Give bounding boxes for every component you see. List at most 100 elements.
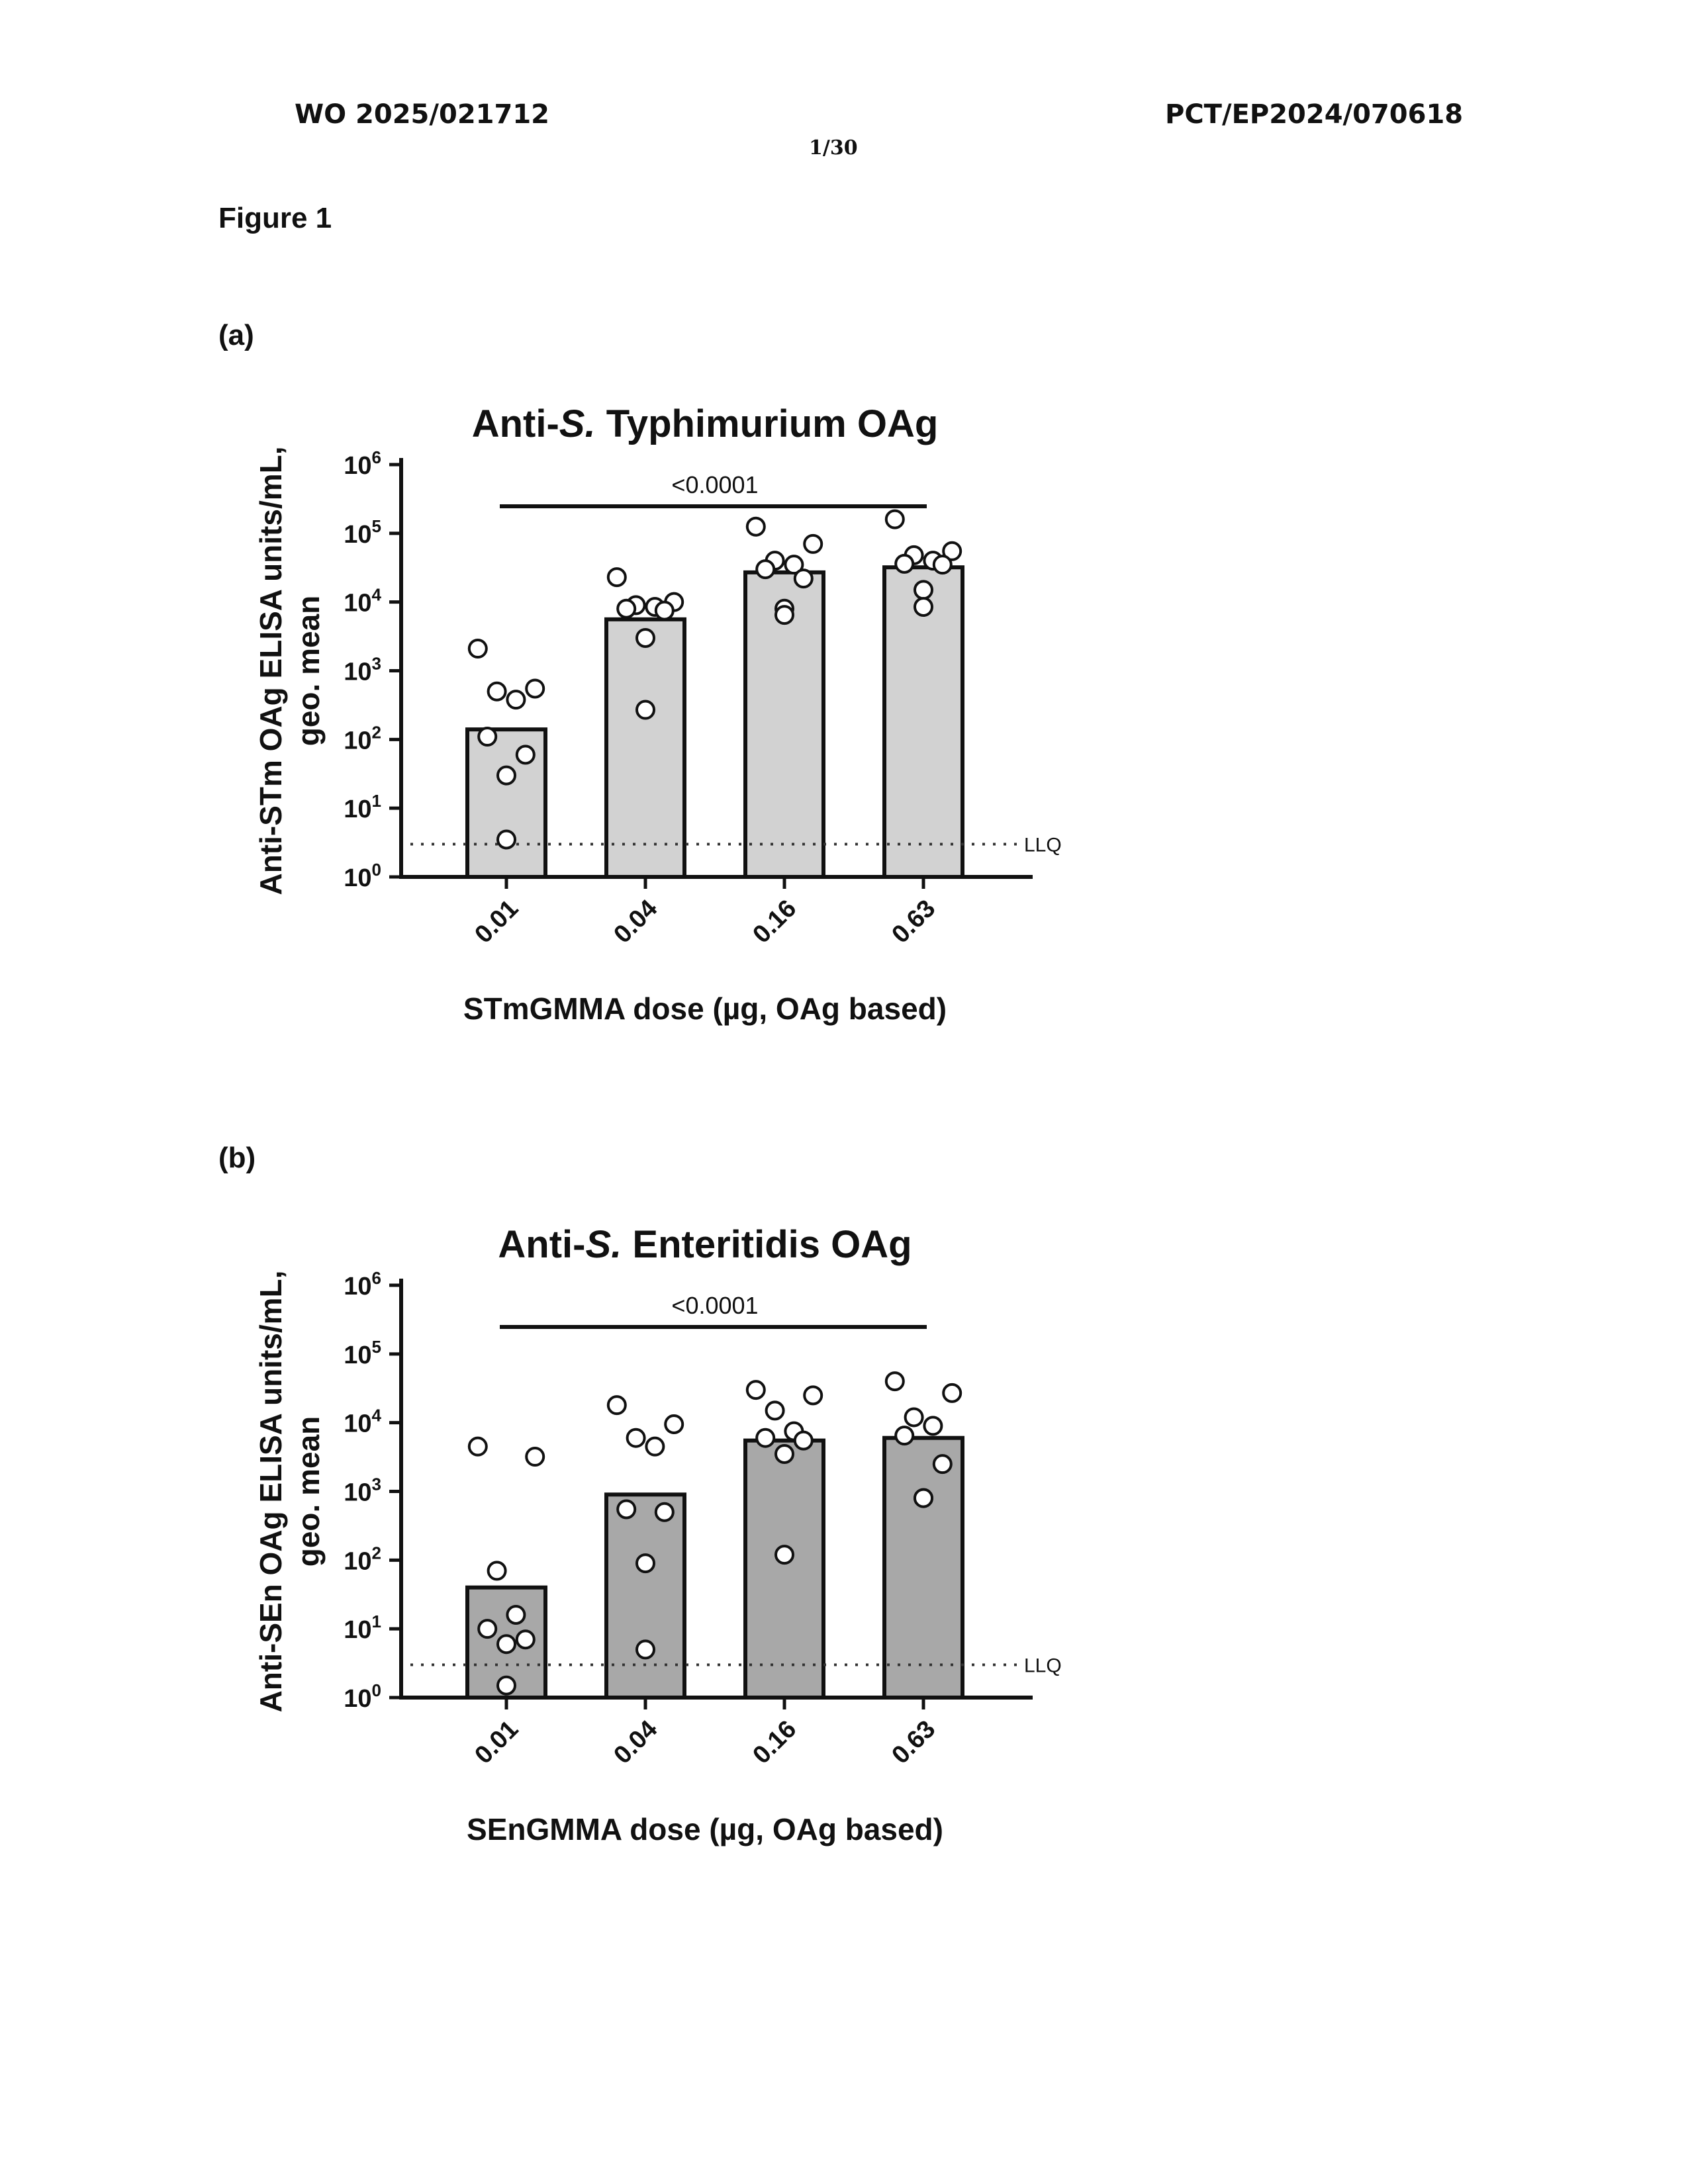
y-tick-base: 10 xyxy=(344,1273,371,1300)
data-point xyxy=(489,1562,506,1579)
x-axis-label: STmGMMA dose (µg, OAg based) xyxy=(463,991,947,1026)
y-tick-label: 106 xyxy=(344,1268,381,1300)
bar xyxy=(606,1494,684,1698)
y-tick-exponent: 1 xyxy=(372,1612,381,1631)
x-tick-label: 0.63 xyxy=(886,895,941,949)
data-point xyxy=(637,702,654,719)
data-point xyxy=(526,1448,543,1465)
data-point xyxy=(498,1677,515,1694)
data-point xyxy=(665,1416,682,1433)
data-point xyxy=(776,1546,793,1563)
data-point xyxy=(656,1504,673,1521)
y-axis-label-line2: geo. mean xyxy=(291,596,326,747)
data-point xyxy=(469,1438,487,1455)
x-tick-label: 0.04 xyxy=(608,1715,663,1770)
data-point xyxy=(804,535,821,553)
data-point xyxy=(526,680,543,697)
chart-title-prefix: Anti- xyxy=(472,402,559,445)
data-point xyxy=(886,511,904,528)
data-point xyxy=(608,569,626,586)
y-tick-base: 10 xyxy=(344,1547,371,1575)
y-tick-exponent: 2 xyxy=(372,1543,381,1563)
bar xyxy=(606,619,684,877)
y-axis-label-line1: Anti-STm OAg ELISA units/mL, xyxy=(254,446,288,895)
y-tick-base: 10 xyxy=(344,727,371,754)
bar xyxy=(884,1438,962,1698)
data-point xyxy=(469,640,487,657)
data-point xyxy=(637,1641,654,1658)
data-point xyxy=(498,831,515,848)
x-axis-label: SEnGMMA dose (µg, OAg based) xyxy=(467,1812,943,1846)
data-point xyxy=(886,1373,904,1390)
y-tick-base: 10 xyxy=(344,864,371,892)
y-tick-base: 10 xyxy=(344,1342,371,1369)
data-point xyxy=(479,728,496,745)
y-axis-label-line1: Anti-SEn OAg ELISA units/mL, xyxy=(254,1271,288,1713)
llq-label: LLQ xyxy=(1024,834,1062,856)
data-point xyxy=(896,1427,913,1444)
data-point xyxy=(934,1455,951,1473)
data-point xyxy=(776,1445,793,1463)
panel-label-a: (a) xyxy=(218,319,254,352)
y-tick-label: 105 xyxy=(344,1337,381,1369)
y-tick-label: 103 xyxy=(344,1475,381,1507)
y-tick-exponent: 6 xyxy=(372,1268,381,1288)
y-tick-base: 10 xyxy=(344,659,371,686)
y-tick-exponent: 5 xyxy=(372,516,381,536)
y-tick-exponent: 0 xyxy=(372,860,381,880)
y-tick-label: 105 xyxy=(344,516,381,549)
x-tick-label: 0.16 xyxy=(747,895,802,949)
y-tick-base: 10 xyxy=(344,796,371,823)
data-point xyxy=(608,1396,626,1414)
data-point xyxy=(915,1490,932,1507)
data-point xyxy=(479,1620,496,1637)
y-tick-label: 100 xyxy=(344,1680,381,1713)
application-number: PCT/EP2024/070618 xyxy=(1165,99,1463,130)
y-tick-base: 10 xyxy=(344,590,371,617)
data-point xyxy=(747,1381,765,1398)
data-point xyxy=(795,570,812,587)
y-tick-base: 10 xyxy=(344,521,371,549)
data-point xyxy=(924,1417,941,1434)
x-tick-label: 0.04 xyxy=(608,895,663,949)
y-tick-base: 10 xyxy=(344,452,371,480)
y-tick-exponent: 4 xyxy=(372,1406,382,1426)
llq-label: LLQ xyxy=(1024,1655,1062,1676)
chart-title: Anti-S. Enteritidis OAg xyxy=(498,1223,912,1266)
y-tick-label: 103 xyxy=(344,654,381,686)
panel-label-b: (b) xyxy=(218,1142,256,1175)
data-point xyxy=(517,746,534,763)
chart-a: Anti-S. Typhimurium OAgAnti-STm OAg ELIS… xyxy=(0,397,1192,1125)
data-point xyxy=(637,1555,654,1572)
figure-label: Figure 1 xyxy=(218,202,332,235)
y-tick-base: 10 xyxy=(344,1479,371,1507)
x-tick-label: 0.16 xyxy=(747,1715,802,1770)
x-tick-label: 0.01 xyxy=(469,895,524,949)
data-point xyxy=(767,1402,784,1419)
y-tick-label: 102 xyxy=(344,1543,381,1575)
chart-title-italic: S. xyxy=(559,402,596,445)
data-point xyxy=(776,606,793,623)
y-tick-label: 104 xyxy=(344,1406,381,1438)
y-tick-label: 101 xyxy=(344,1612,381,1644)
y-tick-label: 104 xyxy=(344,585,381,617)
y-tick-base: 10 xyxy=(344,1685,371,1713)
data-point xyxy=(656,602,673,619)
data-point xyxy=(896,555,913,572)
x-tick-label: 0.63 xyxy=(886,1715,941,1770)
bar xyxy=(745,1441,823,1698)
data-point xyxy=(637,629,654,647)
y-tick-exponent: 2 xyxy=(372,722,381,742)
data-point xyxy=(507,691,524,708)
data-point xyxy=(804,1387,821,1404)
data-point xyxy=(906,1408,923,1426)
chart-title-italic: S. xyxy=(585,1223,622,1266)
data-point xyxy=(498,767,515,784)
y-tick-exponent: 4 xyxy=(372,585,382,605)
data-point xyxy=(747,518,765,535)
y-tick-exponent: 3 xyxy=(372,654,381,674)
y-tick-label: 106 xyxy=(344,447,381,480)
significance-label: <0.0001 xyxy=(671,1292,758,1319)
y-tick-label: 102 xyxy=(344,722,381,754)
data-point xyxy=(646,1438,663,1455)
